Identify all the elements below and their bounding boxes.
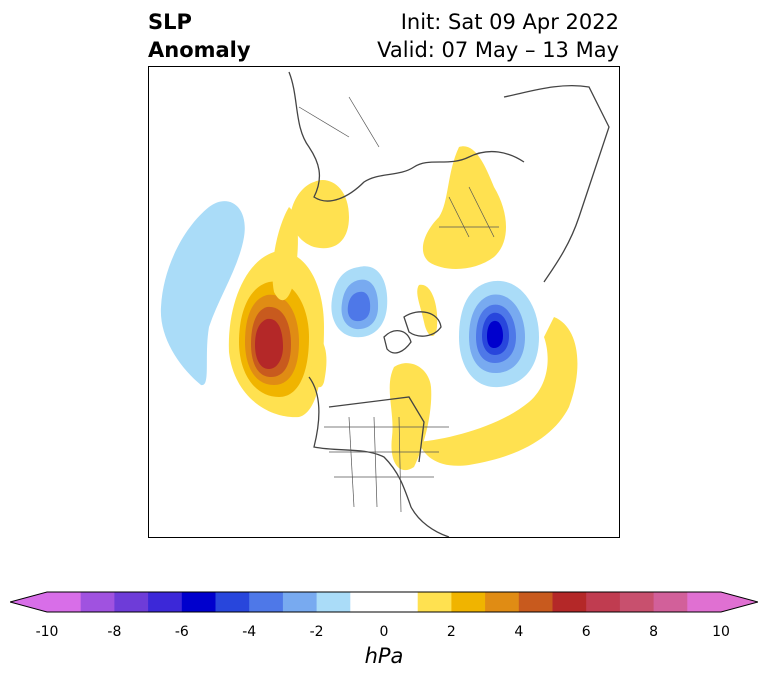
colorbar-cell [80,592,115,612]
colorbar-tick-label: 0 [379,624,389,640]
anomaly-contour-russia [422,146,507,269]
colorbar-cell [687,592,722,612]
colorbar-cell [653,592,688,612]
colorbar-tick-label: -6 [174,624,189,640]
colorbar-cell [282,592,318,612]
colorbar-tick-label: 8 [649,624,659,640]
variable-qualifier: Anomaly [148,38,251,62]
colorbar-outline [10,591,758,613]
colorbar-cell [451,592,486,612]
colorbar-cell [114,592,149,612]
anomaly-contour-greenland [417,284,438,337]
map-panel [148,66,620,538]
colorbar-cell [47,592,82,612]
colorbar-cell [148,592,183,612]
colorbar-cell [586,592,621,612]
colorbar-cell [316,592,351,612]
coastlines [288,71,610,537]
colorbar [10,591,758,613]
colorbar-ticks: -10 -8 -6 -4 -2 0 2 4 6 8 10 [0,624,768,644]
anomaly-contour-gulf-alaska-5 [255,318,283,369]
anomaly-contour-atlantic-low-5 [487,320,503,348]
colorbar-tick-label: -2 [309,624,324,640]
anomaly-contour-hudson [311,337,327,388]
colorbar-cell [619,592,655,612]
colorbar-unit: hPa [364,644,404,668]
variable-name: SLP [148,10,192,34]
anomaly-contour-canada [389,363,432,471]
map-title: SLP Anomaly [148,8,251,64]
init-date: Init: Sat 09 Apr 2022 [400,10,619,34]
colorbar-tick-label: -8 [107,624,122,640]
colorbar-cell [552,592,587,612]
colorbar-cell [215,592,250,612]
valid-range: Valid: 07 May – 13 May [377,38,619,62]
colorbar-tick-label: -10 [35,624,59,640]
colorbar-cell [181,592,216,612]
political-boundaries [298,96,499,513]
colorbar-extend-high [721,592,758,612]
colorbar-cell [518,592,553,612]
colorbar-cell [384,592,419,612]
colorbar-tick-label: 4 [514,624,524,640]
anomaly-contour-pacific-low [160,201,245,386]
colorbar-tick-label: -4 [242,624,257,640]
colorbar-tick-label: 6 [581,624,591,640]
forecast-dates: Init: Sat 09 Apr 2022 Valid: 07 May – 13… [377,8,619,64]
colorbar-tick-label: 10 [712,624,730,640]
colorbar-tick-label: 2 [446,624,456,640]
colorbar-cell [350,592,385,612]
anomaly-contour-arctic-low-3 [347,291,371,322]
colorbar-cell [417,592,452,612]
colorbar-cell [485,592,520,612]
anomaly-contour-east-siberia [290,180,349,249]
colorbar-cell [249,592,284,612]
colorbar-extend-low [10,592,47,612]
anomaly-contour-kamchatka [272,207,298,301]
anomaly-contour-atlantic-arc [419,317,578,466]
anomaly-map [160,71,610,537]
